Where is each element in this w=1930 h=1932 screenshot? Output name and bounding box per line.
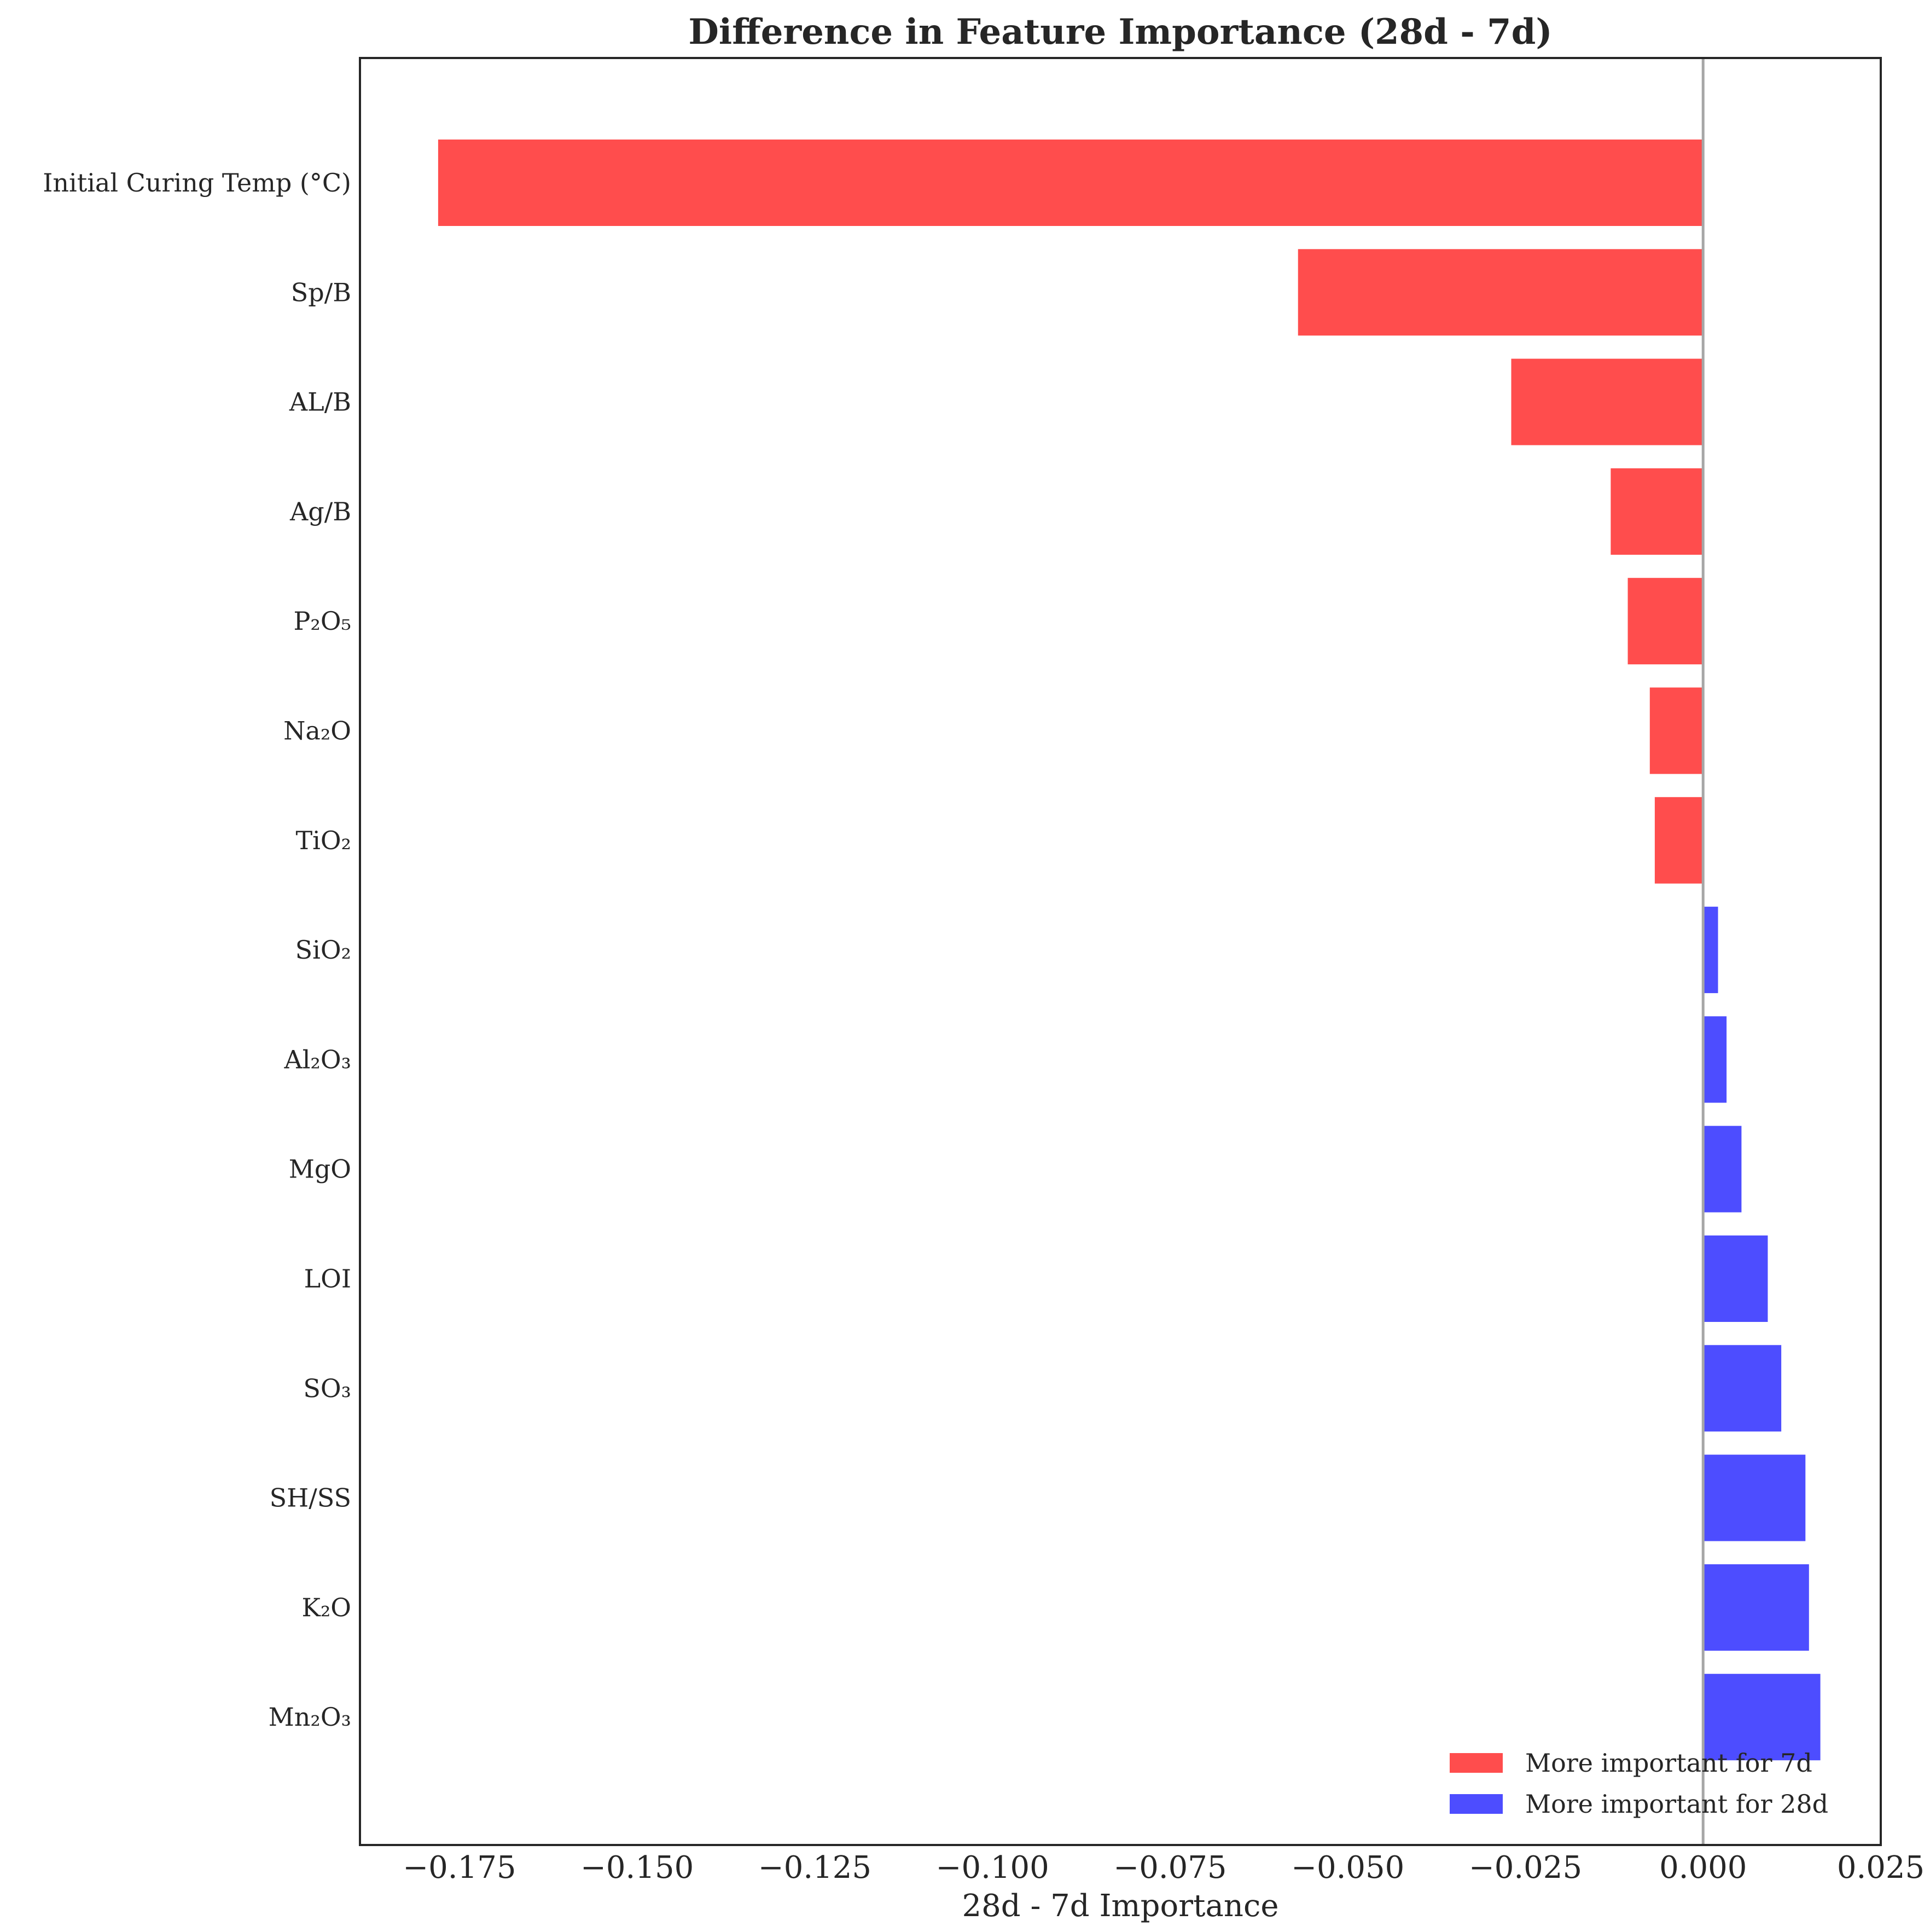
plot-frame xyxy=(359,57,1882,1846)
bar xyxy=(1649,687,1704,774)
x-axis-label: 28d - 7d Importance xyxy=(962,1888,1279,1924)
legend-label: More important for 7d xyxy=(1525,1748,1812,1778)
x-tick-label: −0.150 xyxy=(580,1850,694,1885)
y-tick-label: AL/B xyxy=(289,387,351,417)
y-tick-label: LOI xyxy=(304,1264,351,1293)
y-tick-label: Al₂O₃ xyxy=(283,1045,351,1074)
y-tick-label: TiO₂ xyxy=(295,826,351,855)
y-tick-label: SH/SS xyxy=(270,1483,351,1513)
x-tick-label: −0.050 xyxy=(1291,1850,1404,1885)
bar xyxy=(1703,1564,1809,1651)
bar xyxy=(438,140,1704,226)
bar xyxy=(1703,1674,1821,1761)
bar xyxy=(1703,1454,1806,1541)
legend-swatch xyxy=(1450,1753,1503,1773)
y-tick-label: MgO xyxy=(289,1154,351,1184)
legend: More important for 7d More important for … xyxy=(1450,1748,1828,1819)
x-tick-label: 0.025 xyxy=(1837,1850,1925,1885)
bar xyxy=(1627,578,1704,665)
bar xyxy=(1703,1235,1768,1322)
bar xyxy=(1511,358,1704,445)
bars-group xyxy=(438,140,1821,1761)
y-tick-labels: Initial Curing Temp (°C) Sp/B AL/B Ag/B P₂O₅… xyxy=(43,168,351,1732)
x-tick-label: −0.025 xyxy=(1469,1850,1582,1885)
bar xyxy=(1298,249,1704,336)
bar xyxy=(1703,1345,1782,1432)
y-tick-label: Mn₂O₃ xyxy=(269,1702,351,1732)
y-tick-label: SiO₂ xyxy=(295,935,351,965)
x-tick-labels: −0.175 −0.150 −0.125 −0.100 −0.075 −0.050 −0.0… xyxy=(403,1850,1925,1885)
bar xyxy=(1703,1016,1727,1103)
y-tick-label: Na₂O xyxy=(283,716,351,746)
x-tick-label: −0.100 xyxy=(936,1850,1049,1885)
x-tick-label: 0.000 xyxy=(1659,1850,1747,1885)
y-tick-label: Initial Curing Temp (°C) xyxy=(43,168,351,198)
y-tick-label: Ag/B xyxy=(289,497,351,526)
x-tick-label: −0.125 xyxy=(758,1850,871,1885)
bar xyxy=(1703,907,1718,994)
bar xyxy=(1703,1125,1742,1212)
legend-label: More important for 28d xyxy=(1525,1789,1828,1819)
bar xyxy=(1611,468,1704,555)
legend-swatch xyxy=(1450,1794,1503,1814)
y-tick-label: SO₃ xyxy=(303,1373,351,1403)
bar xyxy=(1654,797,1704,884)
y-tick-label: K₂O xyxy=(301,1593,351,1622)
x-tick-label: −0.075 xyxy=(1113,1850,1226,1885)
y-tick-label: P₂O₅ xyxy=(293,606,351,636)
y-tick-label: Sp/B xyxy=(291,277,351,307)
chart-title: Difference in Feature Importance (28d - … xyxy=(688,11,1552,53)
x-tick-label: −0.175 xyxy=(403,1850,516,1885)
